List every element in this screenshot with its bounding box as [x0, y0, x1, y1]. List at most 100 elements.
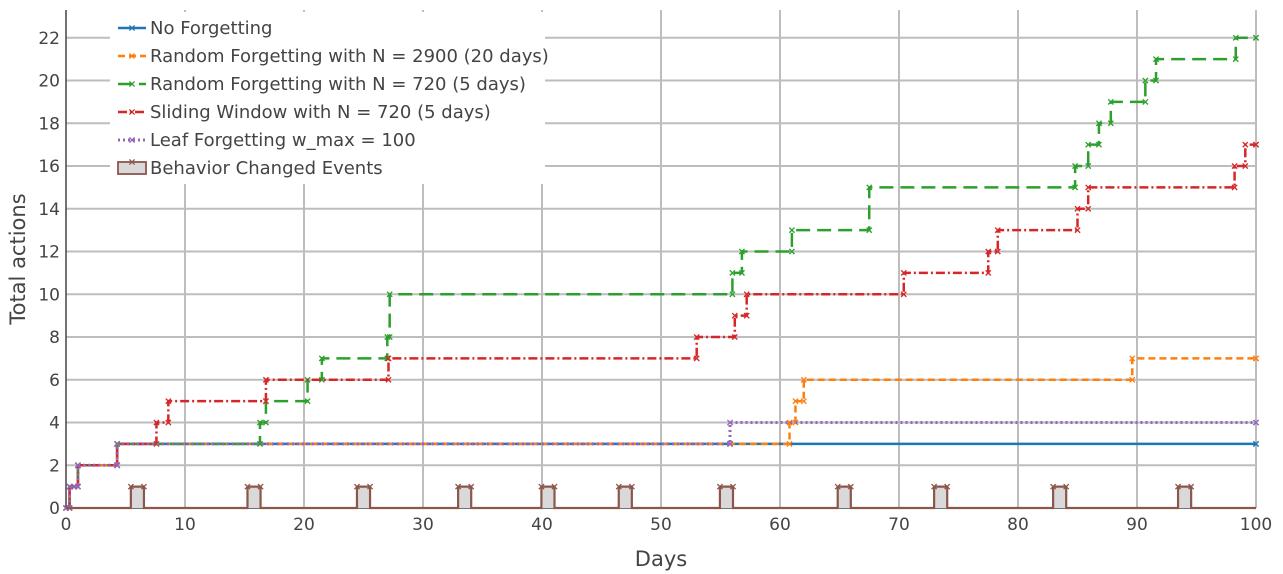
data-point	[128, 108, 136, 116]
data-point	[74, 483, 81, 490]
data-point	[114, 462, 121, 469]
data-point	[128, 80, 136, 88]
x-tick-label: 0	[61, 515, 72, 535]
event-fill	[458, 486, 472, 508]
x-tick-label: 50	[650, 515, 672, 535]
series-line	[66, 485, 1256, 510]
data-point	[304, 398, 311, 405]
data-point	[66, 483, 73, 490]
y-axis-ticks: 0 2 4 6 8 10 12 14 16 18 20 22	[38, 29, 60, 519]
y-tick-label: 2	[49, 456, 60, 476]
x-tick-label: 100	[1240, 515, 1272, 535]
x-tick-label: 80	[1007, 515, 1029, 535]
data-point	[153, 440, 160, 447]
y-axis-label: Total actions	[6, 193, 30, 325]
y-tick-label: 8	[49, 328, 60, 348]
data-point	[455, 483, 462, 490]
data-point	[729, 291, 736, 298]
data-point	[165, 398, 172, 405]
data-point	[128, 136, 136, 144]
x-axis-label: Days	[635, 547, 687, 571]
y-tick-label: 12	[38, 243, 60, 263]
data-point	[866, 184, 873, 191]
data-point	[1107, 98, 1114, 105]
data-point	[743, 312, 750, 319]
legend-label: No Forgetting	[150, 18, 272, 39]
y-tick-label: 22	[38, 29, 60, 49]
y-tick-label: 0	[49, 499, 60, 519]
data-point	[900, 269, 907, 276]
event-fill	[541, 486, 555, 508]
data-point	[994, 227, 1001, 234]
data-point	[262, 419, 269, 426]
data-point	[1231, 184, 1238, 191]
x-tick-label: 60	[769, 515, 791, 535]
data-point	[256, 419, 264, 426]
legend-item: Random Forgetting with N = 720 (5 days)	[118, 74, 526, 95]
series-behavior-changed-events	[66, 483, 1256, 510]
data-point	[128, 158, 136, 166]
x-tick-label: 10	[174, 515, 196, 535]
legend: No Forgetting Random Forgetting with N = …	[110, 12, 549, 184]
legend-label: Random Forgetting with N = 2900 (20 days…	[150, 46, 549, 67]
data-point	[256, 440, 264, 447]
data-point	[366, 483, 374, 490]
data-point	[788, 248, 795, 255]
data-point	[153, 419, 160, 426]
data-point	[1188, 483, 1195, 490]
data-point	[716, 483, 723, 490]
data-point	[1252, 419, 1260, 426]
data-point	[468, 483, 475, 490]
y-tick-label: 20	[38, 72, 60, 92]
data-point	[729, 483, 737, 490]
data-point	[1242, 141, 1249, 148]
data-point	[165, 419, 172, 426]
data-point	[1252, 141, 1260, 148]
data-point	[1174, 483, 1182, 490]
data-point	[385, 355, 392, 362]
y-tick-label: 18	[38, 114, 60, 134]
data-point	[792, 398, 799, 405]
data-point	[262, 376, 269, 383]
y-tick-label: 14	[38, 200, 60, 220]
y-tick-label: 6	[49, 371, 60, 391]
x-tick-label: 30	[412, 515, 434, 535]
event-fill	[356, 486, 371, 508]
y-tick-label: 4	[49, 414, 60, 434]
data-point	[1252, 355, 1260, 362]
data-point	[726, 440, 734, 447]
event-fill	[1053, 486, 1067, 508]
event-fill	[934, 486, 948, 508]
data-point	[1095, 120, 1102, 127]
data-point	[900, 291, 907, 298]
x-axis-ticks: 0 10 20 30 40 50 60 70 80 90 100	[61, 515, 1273, 535]
data-point	[1231, 162, 1238, 170]
data-point	[244, 483, 251, 490]
data-point	[1085, 162, 1092, 170]
data-point	[994, 248, 1001, 255]
data-point	[1063, 483, 1070, 490]
x-tick-label: 70	[888, 515, 910, 535]
data-point	[1232, 56, 1239, 63]
data-point	[1252, 440, 1260, 447]
legend-label: Leaf Forgetting w_max = 100	[150, 130, 416, 151]
event-fill	[837, 486, 851, 508]
data-point	[385, 376, 392, 383]
data-point	[615, 483, 622, 490]
data-point	[1095, 141, 1102, 148]
data-point	[114, 440, 121, 447]
event-fill	[719, 486, 733, 508]
y-tick-label: 16	[38, 157, 60, 177]
y-tick-label: 10	[38, 285, 60, 305]
data-point	[1142, 77, 1149, 84]
data-point	[1129, 355, 1136, 362]
data-point	[1232, 34, 1239, 41]
legend-item: Behavior Changed Events	[117, 158, 383, 179]
data-point	[944, 483, 951, 490]
data-point	[74, 462, 81, 469]
data-point	[1152, 77, 1160, 84]
data-point	[738, 269, 745, 276]
data-point	[1074, 227, 1081, 234]
event-fill	[618, 486, 632, 508]
